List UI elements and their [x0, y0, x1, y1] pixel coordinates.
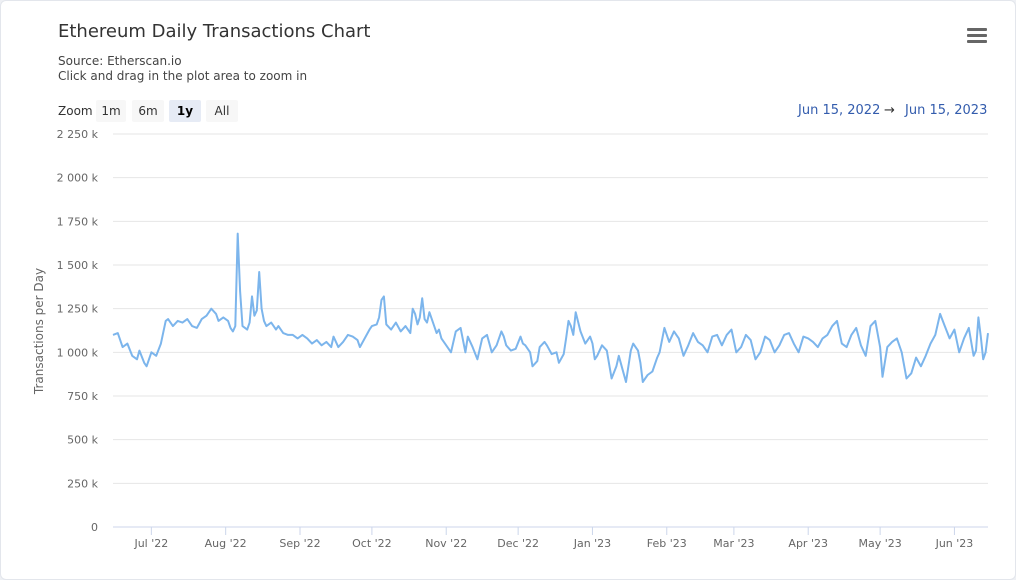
x-tick-label: Jul '22: [133, 537, 168, 550]
zoom-all-button[interactable]: All: [206, 100, 238, 122]
series-line: [112, 232, 989, 383]
range-to-input[interactable]: Jun 15, 2023: [905, 103, 988, 118]
grid-lines: [113, 133, 988, 484]
y-tick-label: 1 750 k: [57, 215, 99, 228]
x-tick-label: Jun '23: [935, 537, 974, 550]
y-tick-label: 1 250 k: [57, 303, 99, 316]
x-tick-label: Feb '23: [647, 537, 687, 550]
x-axis-ticks: Jul '22 Aug '22 Sep '22 Oct '22 Nov '22 Dec '…: [133, 527, 973, 550]
y-tick-label: 2 250 k: [57, 128, 99, 141]
range-arrow: →: [884, 103, 895, 118]
x-tick-label: Jan '23: [573, 537, 611, 550]
x-tick-label: Aug '22: [205, 537, 247, 550]
zoom-6m-button[interactable]: 6m: [132, 100, 164, 122]
x-tick-label: Apr '23: [788, 537, 828, 550]
x-tick-label: Dec '22: [497, 537, 539, 550]
x-tick-label: Nov '22: [425, 537, 467, 550]
chart-source: Source: Etherscan.io: [58, 54, 182, 68]
y-tick-label: 1 500 k: [57, 259, 99, 272]
y-tick-label: 0: [91, 521, 98, 534]
y-axis-label: Transactions per Day: [32, 268, 46, 395]
range-from-input[interactable]: Jun 15, 2022: [798, 103, 881, 118]
y-tick-label: 2 000 k: [57, 172, 99, 185]
y-tick-label: 1 000 k: [57, 346, 99, 359]
y-tick-label: 500 k: [67, 434, 98, 447]
x-tick-label: Mar '23: [713, 537, 754, 550]
y-axis-ticks: 0 250 k 500 k 750 k 1 000 k 1 250 k 1 500 k 1 7…: [57, 128, 99, 534]
zoom-1y-button[interactable]: 1y: [169, 100, 201, 122]
zoom-1m-button[interactable]: 1m: [96, 100, 126, 122]
zoom-hint: Click and drag in the plot area to zoom …: [58, 69, 308, 83]
chart-title: Ethereum Daily Transactions Chart: [58, 21, 371, 42]
x-tick-label: Oct '22: [352, 537, 392, 550]
y-tick-label: 750 k: [67, 390, 98, 403]
x-tick-label: May '23: [858, 537, 901, 550]
x-tick-label: Sep '22: [279, 537, 320, 550]
hamburger-menu-icon[interactable]: [967, 28, 987, 44]
zoom-label: Zoom: [58, 104, 93, 118]
y-tick-label: 250 k: [67, 477, 98, 490]
